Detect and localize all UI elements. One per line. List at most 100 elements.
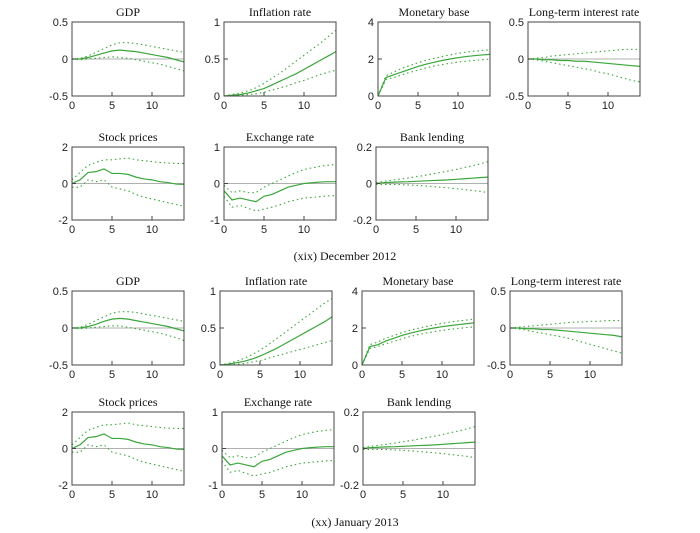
confidence-band-line [71,42,185,60]
confidence-band-line [223,29,337,97]
panel-title: Inflation rate [249,5,311,19]
x-tick-label: 10 [450,224,462,236]
x-tick-label: 0 [221,224,227,236]
confidence-band-line [221,428,335,459]
series-line [375,176,489,185]
x-tick-label: 0 [217,369,223,381]
confidence-band-line [377,49,491,97]
series-line [71,433,185,451]
plot-frame [219,290,333,366]
series-line [223,51,337,97]
y-tick-label: 0 [518,54,524,66]
confidence-band-line [375,161,489,184]
y-tick-label: 0 [62,179,68,191]
x-tick-label: 0 [219,489,225,501]
x-tick-label: 10 [296,489,308,501]
y-tick-label: 0 [62,54,68,66]
y-tick-label: 4 [368,17,374,29]
y-tick-label: 0.2 [344,407,359,419]
confidence-band-line [527,58,641,83]
x-tick-label: 10 [146,369,158,381]
series-line [72,317,185,332]
panel-title: Monetary base [399,5,470,19]
x-tick-label: 5 [259,489,265,501]
block-caption: (xix) December 2012 [294,249,397,263]
block-caption: (xx) January 2013 [311,515,398,529]
x-tick-label: 10 [602,100,614,112]
x-tick-label: 5 [109,489,115,501]
y-tick-label: -1 [208,480,218,492]
x-tick-label: 10 [298,100,310,112]
series-line [528,58,641,67]
confidence-band-line [224,69,337,97]
y-tick-label: -2 [58,480,68,492]
confidence-band-line [71,325,185,342]
y-tick-label: 0.5 [201,323,216,335]
y-tick-label: 0.5 [53,17,68,29]
panel-title: Bank lending [387,395,451,409]
y-tick-label: 0 [368,91,374,103]
y-tick-label: -1 [210,215,220,227]
x-tick-label: 10 [437,489,449,501]
x-tick-label: 0 [375,100,381,112]
confidence-band-line [223,163,337,194]
x-tick-label: 5 [261,100,267,112]
y-tick-label: 0 [214,179,220,191]
confidence-band-line [376,183,489,194]
x-tick-label: 5 [413,224,419,236]
irf-panel: 0 5 10 0 2 4 Monetary base [368,5,491,112]
series-line [219,316,333,366]
y-tick-label: 1 [214,142,220,154]
panel-title: Monetary base [383,274,454,288]
panel-title: Exchange rate [246,130,314,144]
y-tick-label: 1 [214,17,220,29]
y-tick-label: 1 [210,286,216,298]
x-tick-label: 5 [415,100,421,112]
irf-panel: 0 5 10 0 0.5 1 Inflation rate [205,5,337,112]
x-tick-label: 0 [69,100,75,112]
x-tick-label: 10 [294,369,306,381]
confidence-band-line [527,48,640,60]
x-tick-label: 10 [584,369,596,381]
x-tick-label: 0 [221,100,227,112]
y-tick-label: 0.5 [509,17,524,29]
series-line [377,53,491,97]
confidence-band-line [220,340,333,366]
x-tick-label: 10 [436,369,448,381]
x-tick-label: 0 [373,224,379,236]
y-tick-label: 2 [62,407,68,419]
panel-title: Stock prices [99,395,158,409]
x-tick-label: 5 [400,489,406,501]
y-tick-label: 2 [352,323,358,335]
y-tick-label: 0.5 [491,286,506,298]
x-tick-label: 0 [359,369,365,381]
x-tick-label: 0 [69,489,75,501]
panel-title: Long-term interest rate [511,274,622,288]
series-line [72,49,185,63]
x-tick-label: 5 [109,100,115,112]
x-tick-label: 5 [261,224,267,236]
y-tick-label: 0.5 [53,286,68,298]
confidence-band-line [509,320,622,329]
x-tick-label: 10 [146,489,158,501]
x-tick-label: 0 [69,224,75,236]
confidence-band-line [71,157,184,181]
x-tick-label: 0 [525,100,531,112]
y-tick-label: -2 [58,215,68,227]
panel-title: Bank lending [400,130,464,144]
x-tick-label: 5 [547,369,553,381]
y-tick-label: -0.5 [49,360,68,372]
x-tick-label: 0 [69,369,75,381]
y-tick-label: -0.2 [340,480,359,492]
y-tick-label: 4 [352,286,358,298]
plot-frame [223,21,337,97]
confidence-band-line [377,58,491,97]
panel-title: Stock prices [99,130,158,144]
y-tick-label: 0 [500,323,506,335]
series-line [71,168,185,186]
